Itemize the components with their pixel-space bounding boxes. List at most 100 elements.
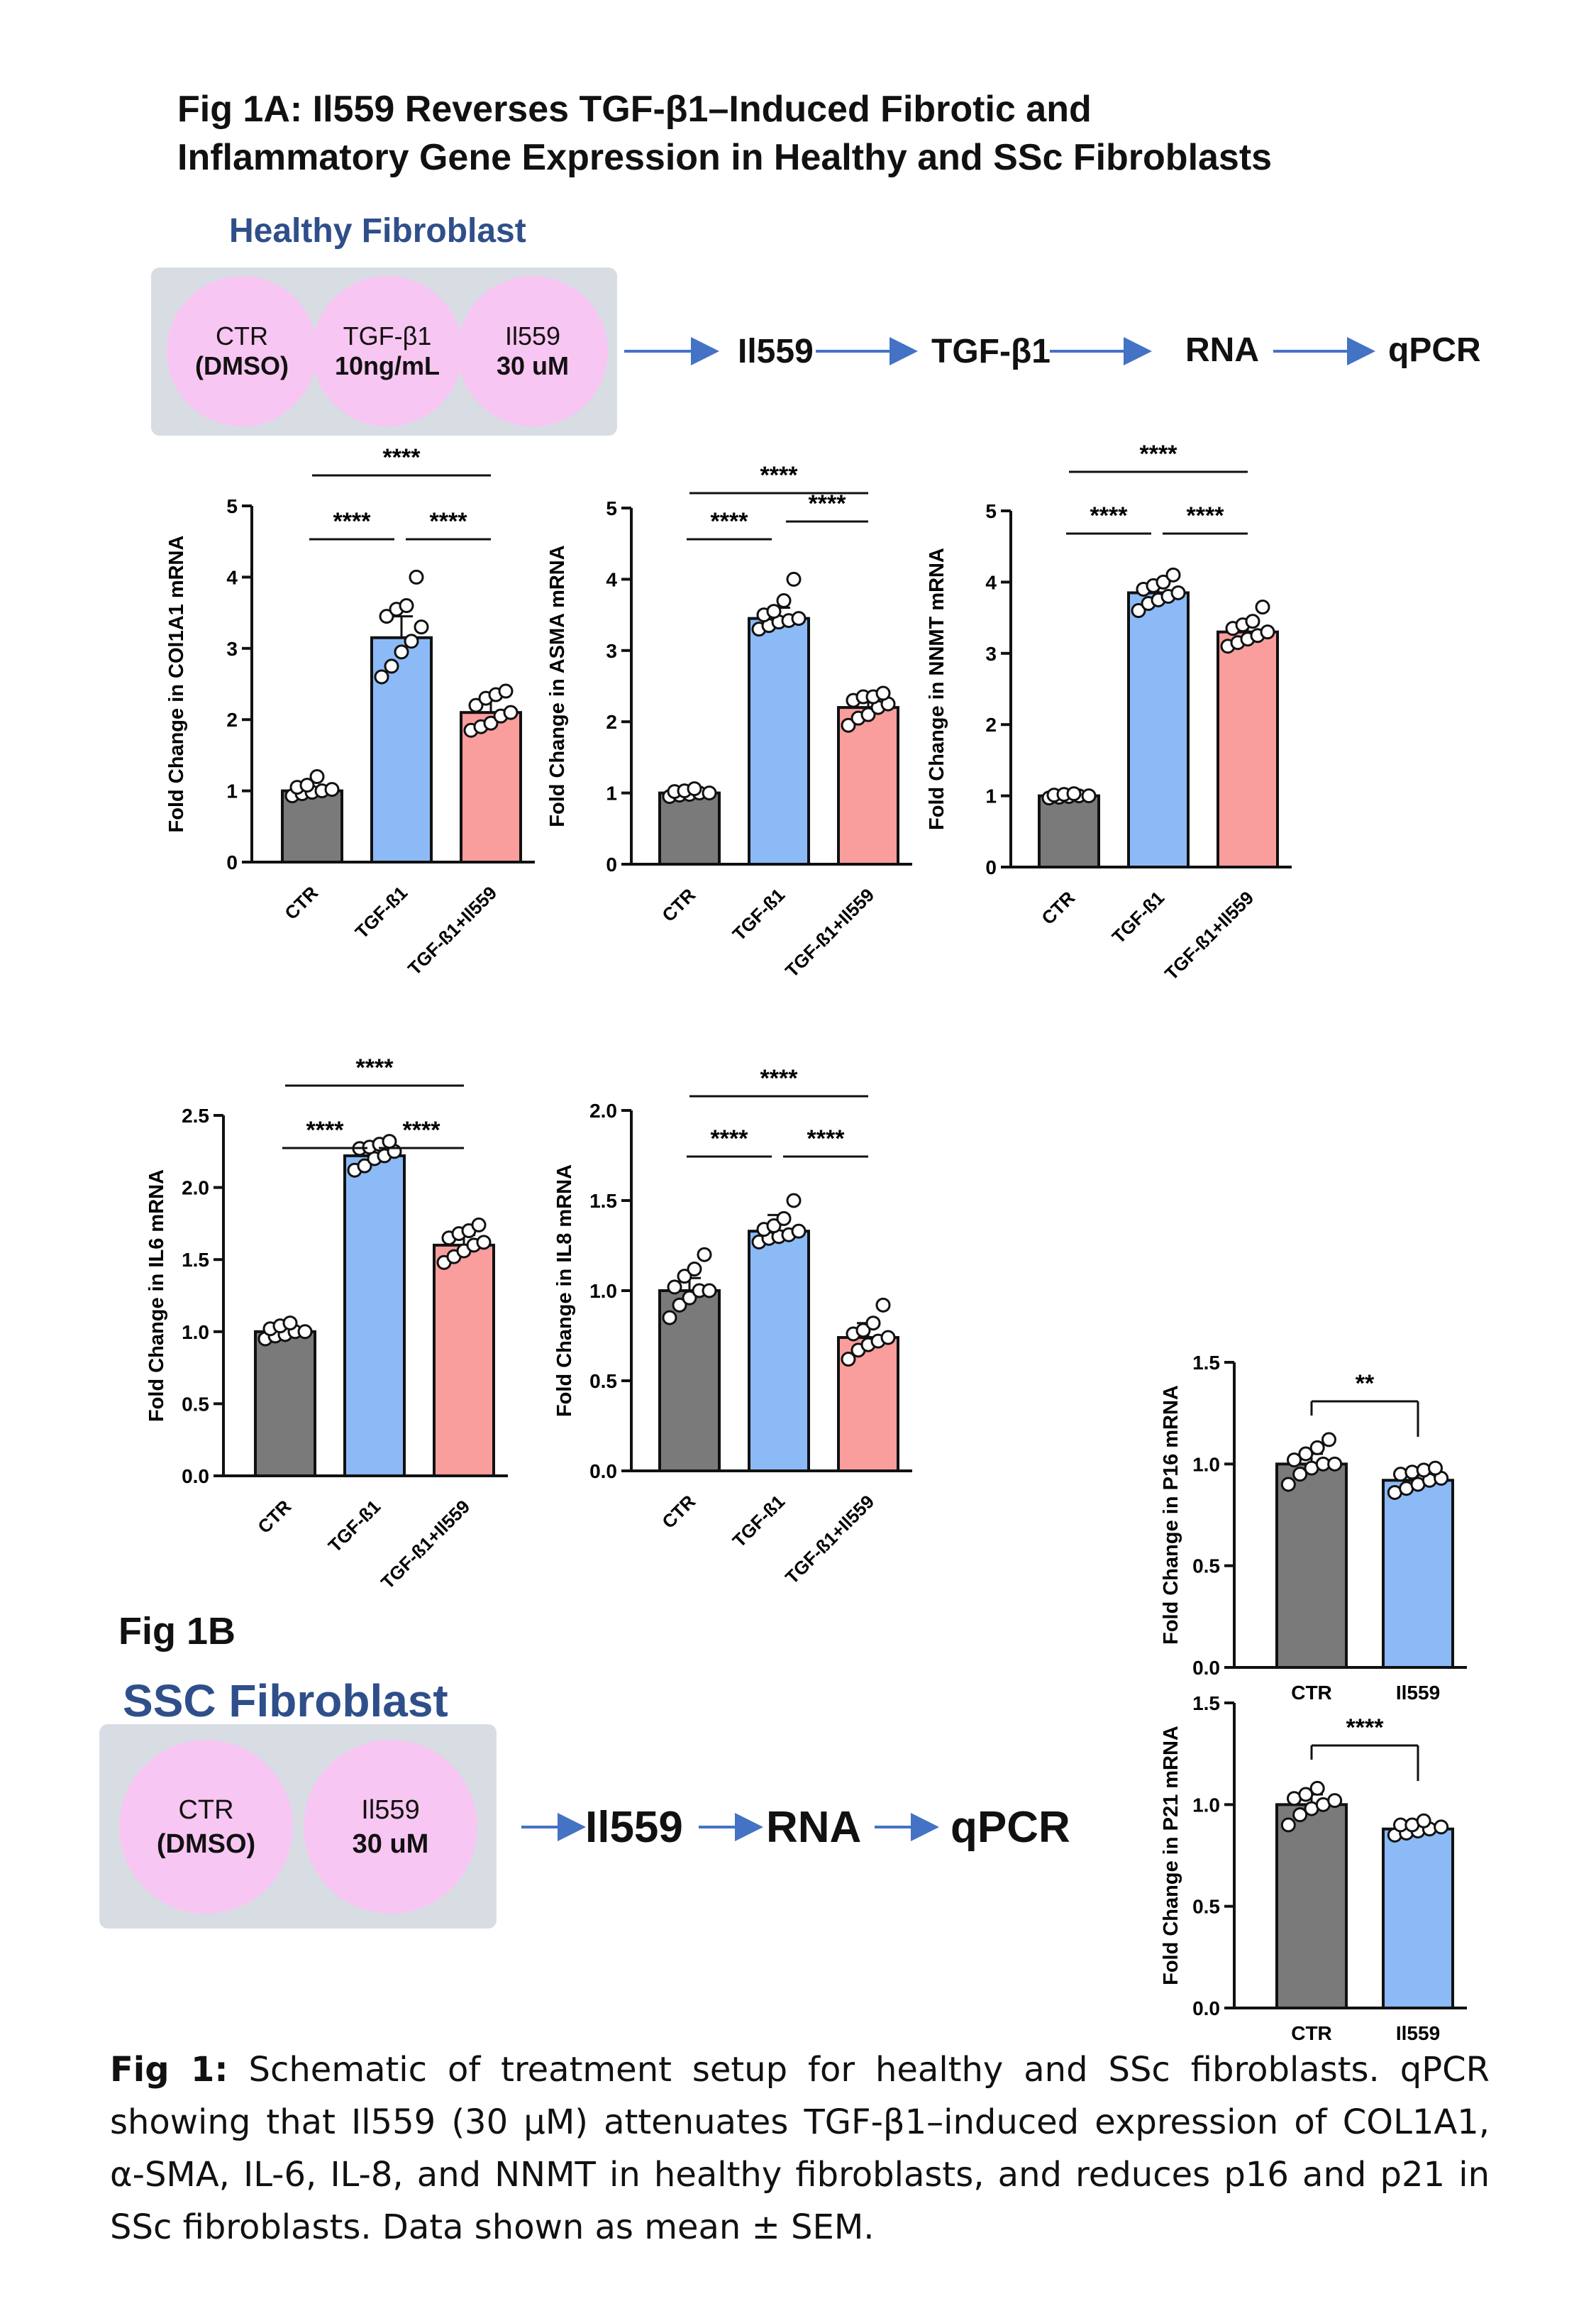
data-point (503, 705, 519, 720)
y-tick-label: 0.5 (182, 1393, 209, 1415)
category-label: Il559 (1396, 2022, 1440, 2043)
healthy-circle-il559: Il559 30 uM (458, 276, 608, 426)
healthy-circle-ctr: CTR (DMSO) (167, 276, 317, 426)
bar (658, 791, 721, 866)
data-point (382, 1134, 397, 1149)
data-point (1255, 600, 1270, 615)
healthy-circle-tgf: TGF-β1 10ng/mL (312, 276, 462, 426)
y-axis-label: Fold Change in IL6 mRNA (145, 1169, 168, 1422)
data-point (384, 658, 399, 674)
significance-label: **** (1346, 1714, 1385, 1741)
data-point (414, 619, 429, 635)
data-point (409, 569, 424, 585)
data-point (1327, 1456, 1343, 1472)
y-tick-label: 2.0 (182, 1177, 209, 1199)
category-label: TGF-ß1+Il559 (781, 884, 878, 981)
significance-label: **** (430, 508, 468, 535)
bar (1382, 1479, 1454, 1669)
data-point (399, 598, 414, 614)
circle-label: CTR (216, 321, 268, 351)
data-point (299, 778, 315, 793)
circle-label: TGF-β1 (343, 321, 432, 351)
y-tick-label: 1.0 (589, 1280, 617, 1302)
ssc-circle-ctr: CTR (DMSO) (119, 1740, 293, 1914)
y-tick-label: 3 (985, 643, 997, 665)
circle-label: Il559 (504, 321, 561, 351)
y-tick-label: 3 (606, 640, 617, 662)
category-label: TGF-ß1 (728, 1491, 789, 1552)
bar (1382, 1827, 1454, 2010)
category-label: Il559 (1396, 1682, 1440, 1704)
ssc-panel: CTR (DMSO) Il559 30 uM (99, 1724, 497, 1929)
y-tick-label: 0.5 (589, 1370, 617, 1392)
data-point (776, 1210, 792, 1226)
y-tick-label: 0 (606, 854, 617, 876)
title-line-2: Inflammatory Gene Expression in Healthy … (177, 137, 1273, 178)
data-point (1066, 786, 1082, 802)
y-tick-label: 0.5 (1192, 1896, 1220, 1918)
significance-label: **** (356, 1054, 394, 1081)
category-label: CTR (253, 1496, 295, 1538)
y-tick-label: 5 (606, 497, 617, 519)
chart-nnmt: 0 1 2 3 4 5 Fold Change in NNMT mRNA CTR TGF-ß1T… (926, 441, 1292, 984)
y-tick-label: 1.5 (182, 1249, 209, 1271)
bar (343, 1154, 406, 1477)
significance-label: **** (1187, 502, 1225, 529)
y-tick-label: 1 (606, 783, 617, 805)
data-point (1292, 1467, 1308, 1482)
data-point (702, 785, 717, 801)
data-point (1428, 1460, 1443, 1476)
data-point (841, 717, 856, 733)
data-point (1170, 585, 1186, 600)
bar (254, 1330, 316, 1478)
significance-label: **** (760, 462, 799, 489)
healthy-flow-step-3: RNA (1185, 331, 1259, 369)
data-point (687, 781, 702, 797)
y-tick-label: 5 (985, 500, 997, 522)
bar (1217, 630, 1279, 868)
data-point (865, 1315, 881, 1331)
bar (433, 1243, 495, 1477)
y-tick-label: 0.0 (1192, 1657, 1220, 1679)
data-point (702, 1283, 717, 1298)
y-tick-label: 5 (226, 495, 238, 517)
data-point (1165, 567, 1181, 583)
data-point (766, 604, 782, 619)
significance-label: **** (333, 508, 372, 535)
data-point (672, 1297, 687, 1313)
data-point (791, 1223, 807, 1239)
data-point (667, 1279, 682, 1295)
chart-p16: 0.0 0.5 1.0 1.5 Fold Change in P16 mRNA CTR Il… (1160, 1352, 1467, 1704)
data-point (1321, 1432, 1336, 1447)
ssc-heading: SSC Fibroblast (123, 1675, 448, 1726)
chart-il6: 0.0 0.5 1.0 1.5 2.0 2.5 Fold Change in IL6 mRN… (145, 1054, 508, 1593)
y-tick-label: 4 (226, 566, 238, 588)
chart-p21: 0.0 0.5 1.0 1.5 Fold Change in P21 mRNA CTR Il… (1160, 1692, 1467, 2043)
fig1b-label: Fig 1B (118, 1610, 236, 1653)
data-point (476, 1235, 492, 1250)
y-tick-label: 2 (606, 711, 617, 733)
data-point (1245, 614, 1260, 629)
ssc-circle-il559: Il559 30 uM (304, 1740, 477, 1914)
significance-label: ** (1356, 1370, 1375, 1397)
y-tick-label: 2.0 (589, 1100, 617, 1122)
category-label: TGF-ß1+Il559 (404, 882, 501, 979)
category-label: CTR (658, 884, 699, 926)
data-point (1081, 788, 1097, 804)
data-point (309, 769, 325, 785)
y-tick-label: 1.0 (182, 1321, 209, 1343)
significance-label: **** (1090, 502, 1129, 529)
data-point (394, 644, 409, 660)
bar (748, 1230, 810, 1473)
data-point (498, 683, 514, 699)
bar (837, 706, 899, 866)
y-tick-label: 1.0 (1192, 1453, 1220, 1475)
y-tick-label: 0.5 (1192, 1555, 1220, 1577)
category-label: CTR (1291, 2022, 1332, 2043)
data-point (776, 593, 792, 609)
data-point (404, 634, 419, 649)
data-point (697, 1247, 712, 1262)
figure-title: Fig 1A: Il559 Reverses TGF-β1–Induced Fi… (177, 85, 1525, 182)
significance-label: **** (809, 490, 847, 517)
data-point (662, 1310, 677, 1325)
